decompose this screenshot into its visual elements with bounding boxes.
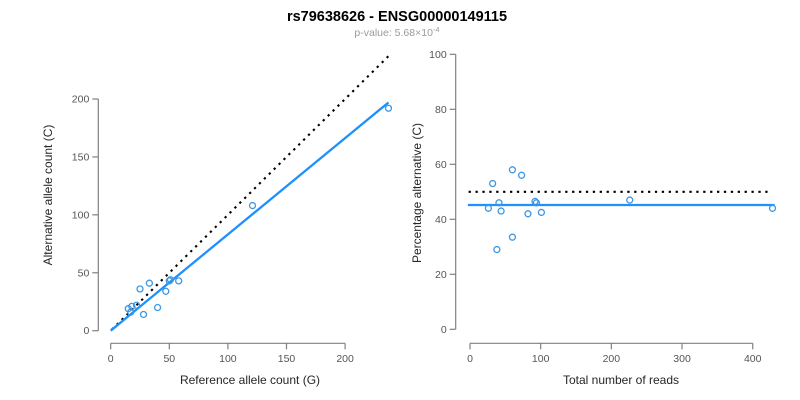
data-point [768, 204, 777, 212]
y-tick-label: 20 [435, 269, 447, 281]
left-scatter-panel: 0 50 100 150 200 0 50 100 150 200 [72, 53, 393, 365]
p-value-text: p-value: 5.68×10 [354, 27, 433, 39]
y-tick-label: 150 [72, 151, 90, 163]
x-tick-label: 50 [163, 353, 175, 365]
right-x-axis-title: Total number of reads [563, 373, 679, 387]
y-tick-label: 100 [72, 209, 90, 221]
data-point [537, 208, 546, 217]
data-point [165, 277, 173, 285]
y-tick-label: 0 [83, 325, 89, 337]
data-point [153, 303, 162, 312]
x-tick-label: 400 [744, 353, 762, 365]
data-point [524, 210, 532, 218]
data-point [128, 302, 136, 311]
data-point [488, 179, 497, 188]
data-point [384, 104, 393, 112]
data-point [532, 199, 541, 207]
x-tick-label: 200 [603, 353, 621, 365]
y-tick-label: 200 [72, 94, 90, 106]
data-point [175, 277, 183, 285]
data-point [497, 207, 505, 215]
x-tick-label: 0 [108, 353, 114, 365]
p-value-exponent: -4 [433, 25, 440, 34]
data-point [493, 245, 501, 254]
data-point [248, 201, 257, 210]
identity-line [111, 53, 392, 331]
y-tick-label: 80 [435, 104, 447, 116]
x-tick-label: 100 [532, 353, 550, 365]
data-point [162, 287, 170, 295]
x-tick-label: 150 [278, 353, 296, 365]
data-point [145, 279, 154, 287]
y-tick-label: 60 [435, 159, 447, 171]
right-scatter-panel: 0 20 40 60 80 100 0 100 200 300 400 [429, 49, 777, 365]
plot-title: rs79638626 - ENSG00000149115 [287, 9, 507, 25]
x-tick-label: 200 [336, 353, 354, 365]
data-point [508, 166, 517, 174]
x-tick-label: 100 [219, 353, 237, 365]
p-value-subtitle: p-value: 5.68×10-4 [354, 25, 439, 39]
data-point [136, 285, 144, 293]
y-tick-label: 100 [429, 49, 447, 61]
x-tick-label: 300 [673, 353, 691, 365]
data-point [166, 276, 175, 284]
y-tick-label: 50 [78, 267, 90, 279]
y-tick-label: 40 [435, 214, 447, 226]
data-point [626, 196, 634, 204]
fit-line [109, 101, 390, 332]
y-tick-label: 0 [441, 324, 447, 336]
right-y-axis-title: Percentage alternative (C) [410, 123, 424, 263]
data-point [139, 310, 148, 319]
left-x-axis-title: Reference allele count (G) [180, 373, 320, 387]
data-point [531, 197, 539, 206]
x-tick-label: 0 [467, 353, 473, 365]
data-point [495, 199, 503, 207]
data-point [132, 301, 141, 309]
data-point [517, 171, 526, 179]
left-y-axis-title: Alternative allele count (C) [41, 125, 55, 266]
data-point [484, 204, 493, 212]
data-point [508, 233, 517, 241]
